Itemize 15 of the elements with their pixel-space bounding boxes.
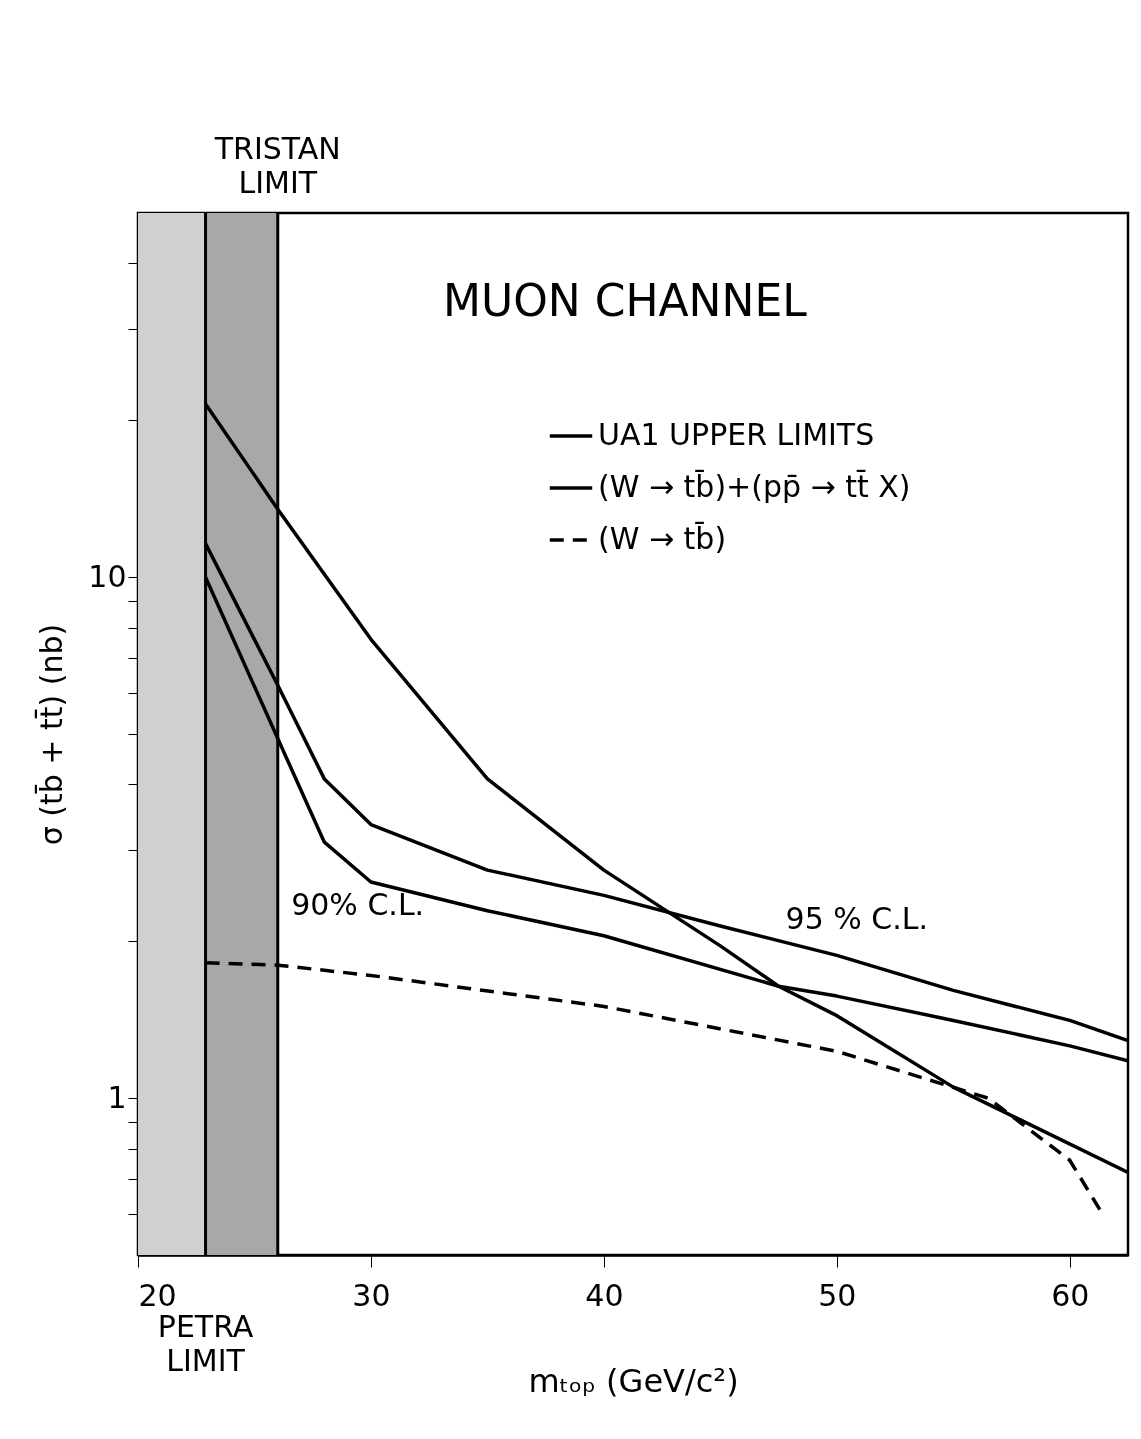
legend-label: (W → tb̄)+(pp̄ → tt̄ X) bbox=[598, 468, 911, 504]
y-axis-title: σ (tb̄ + tt̄) (nb) bbox=[33, 623, 70, 846]
y-tick-label: 10 bbox=[88, 558, 127, 594]
x-tick-label: 60 bbox=[1051, 1277, 1090, 1313]
legend-label: UA1 UPPER LIMITS bbox=[598, 417, 875, 452]
x-tick-label: 40 bbox=[585, 1277, 624, 1313]
y-tick-label: 1 bbox=[107, 1079, 127, 1115]
text: MUON CHANNEL bbox=[443, 275, 808, 326]
ref-line-label: TRISTAN LIMIT bbox=[213, 131, 341, 200]
x-axis-title: mₜₒₚ (GeV/c²) bbox=[528, 1361, 739, 1400]
x-tick-label: 30 bbox=[352, 1277, 391, 1313]
annotation: 90% C.L. bbox=[291, 887, 425, 923]
annotation: 95 % C.L. bbox=[785, 901, 929, 937]
x-tick-label: 50 bbox=[818, 1277, 857, 1313]
legend-label: (W → tb̄) bbox=[598, 520, 727, 556]
